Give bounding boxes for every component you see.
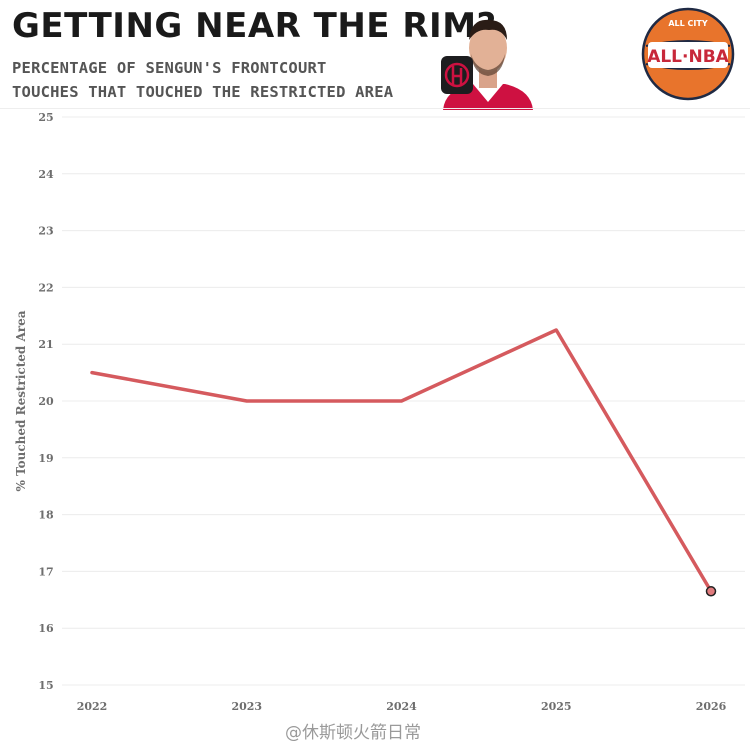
y-tick-label: 16: [38, 622, 54, 635]
subtitle-line-1: PERCENTAGE OF SENGUN'S FRONTCOURT: [12, 59, 327, 77]
y-tick-label: 23: [38, 225, 53, 238]
series-line: [90, 328, 713, 594]
y-tick-label: 22: [38, 281, 53, 294]
y-tick-label: 18: [38, 509, 54, 522]
x-tick-label: 2023: [231, 700, 262, 713]
rockets-logo-icon: [441, 56, 473, 94]
y-tick-label: 24: [38, 168, 54, 181]
y-tick-label: 19: [38, 452, 53, 465]
chart-title: GETTING NEAR THE RIM?: [12, 6, 497, 46]
player-photo: [443, 19, 533, 110]
y-tick-label: 15: [38, 679, 53, 692]
x-tick-label: 2026: [696, 700, 727, 713]
x-tick-label: 2022: [77, 700, 108, 713]
x-tick-label: 2024: [386, 700, 417, 713]
header-divider: [0, 108, 750, 109]
y-tick-label: 20: [38, 395, 54, 408]
svg-text:ALL CITY: ALL CITY: [668, 19, 707, 28]
subtitle-line-2: TOUCHES THAT TOUCHED THE RESTRICTED AREA: [12, 83, 394, 101]
all-nba-logo-icon: ALL CITY ALL·NBA: [641, 7, 735, 101]
x-tick-label: 2025: [541, 700, 572, 713]
svg-text:ALL·NBA: ALL·NBA: [647, 47, 729, 67]
y-axis-label: % Touched Restricted Area: [14, 310, 28, 491]
chart-subtitle: PERCENTAGE OF SENGUN'S FRONTCOURT TOUCHE…: [12, 56, 393, 104]
y-tick-label: 17: [38, 565, 53, 578]
y-tick-label: 25: [38, 111, 53, 124]
y-tick-label: 21: [38, 338, 53, 351]
last-data-point: [705, 586, 717, 597]
watermark: @休斯顿火箭日常: [285, 723, 421, 743]
